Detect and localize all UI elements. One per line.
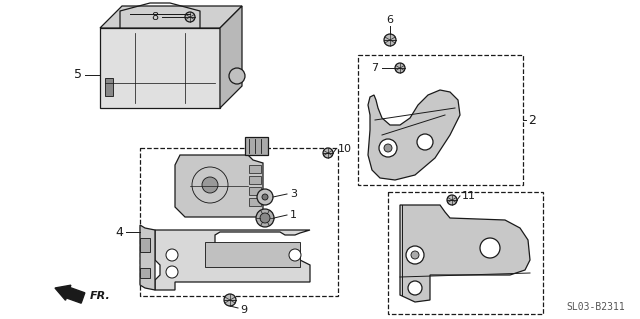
Circle shape [480,238,500,258]
Circle shape [395,63,405,73]
Text: 10: 10 [338,144,352,154]
Text: 5: 5 [74,69,82,81]
Circle shape [384,144,392,152]
Text: 8: 8 [151,12,158,22]
Circle shape [289,249,301,261]
Bar [140,238,150,252]
Text: 9: 9 [240,305,247,315]
Circle shape [202,177,218,193]
Bar [249,198,261,206]
FancyArrow shape [55,285,85,303]
Bar [358,55,523,185]
Circle shape [185,12,195,22]
Bar [388,192,543,314]
Polygon shape [368,90,460,180]
Text: 2: 2 [528,114,536,127]
Circle shape [323,148,333,158]
Polygon shape [140,225,155,290]
Polygon shape [155,230,310,290]
Circle shape [411,251,419,259]
Text: FR.: FR. [90,291,111,301]
Polygon shape [175,155,263,217]
Bar [140,148,338,296]
Text: 6: 6 [387,15,394,25]
Bar [249,165,261,173]
Circle shape [166,266,178,278]
Text: 4: 4 [115,226,123,239]
Bar [105,78,113,96]
Polygon shape [100,6,242,28]
Bar [249,187,261,195]
Polygon shape [100,28,220,108]
Text: 1: 1 [290,210,297,220]
Polygon shape [220,6,242,108]
Bar [205,242,300,267]
Text: 11: 11 [462,191,476,201]
Circle shape [408,281,422,295]
Circle shape [384,34,396,46]
Polygon shape [400,205,530,302]
Circle shape [379,139,397,157]
Circle shape [260,213,270,223]
Circle shape [256,209,274,227]
Bar [140,268,150,278]
Text: 3: 3 [290,189,297,199]
Circle shape [229,68,245,84]
Bar [249,176,261,184]
Circle shape [166,249,178,261]
Circle shape [406,246,424,264]
Circle shape [257,189,273,205]
Circle shape [447,195,457,205]
Circle shape [262,194,268,200]
Polygon shape [245,137,268,155]
Circle shape [224,294,236,306]
Circle shape [417,134,433,150]
Text: SL03-B2311: SL03-B2311 [566,302,625,312]
Text: 7: 7 [371,63,378,73]
